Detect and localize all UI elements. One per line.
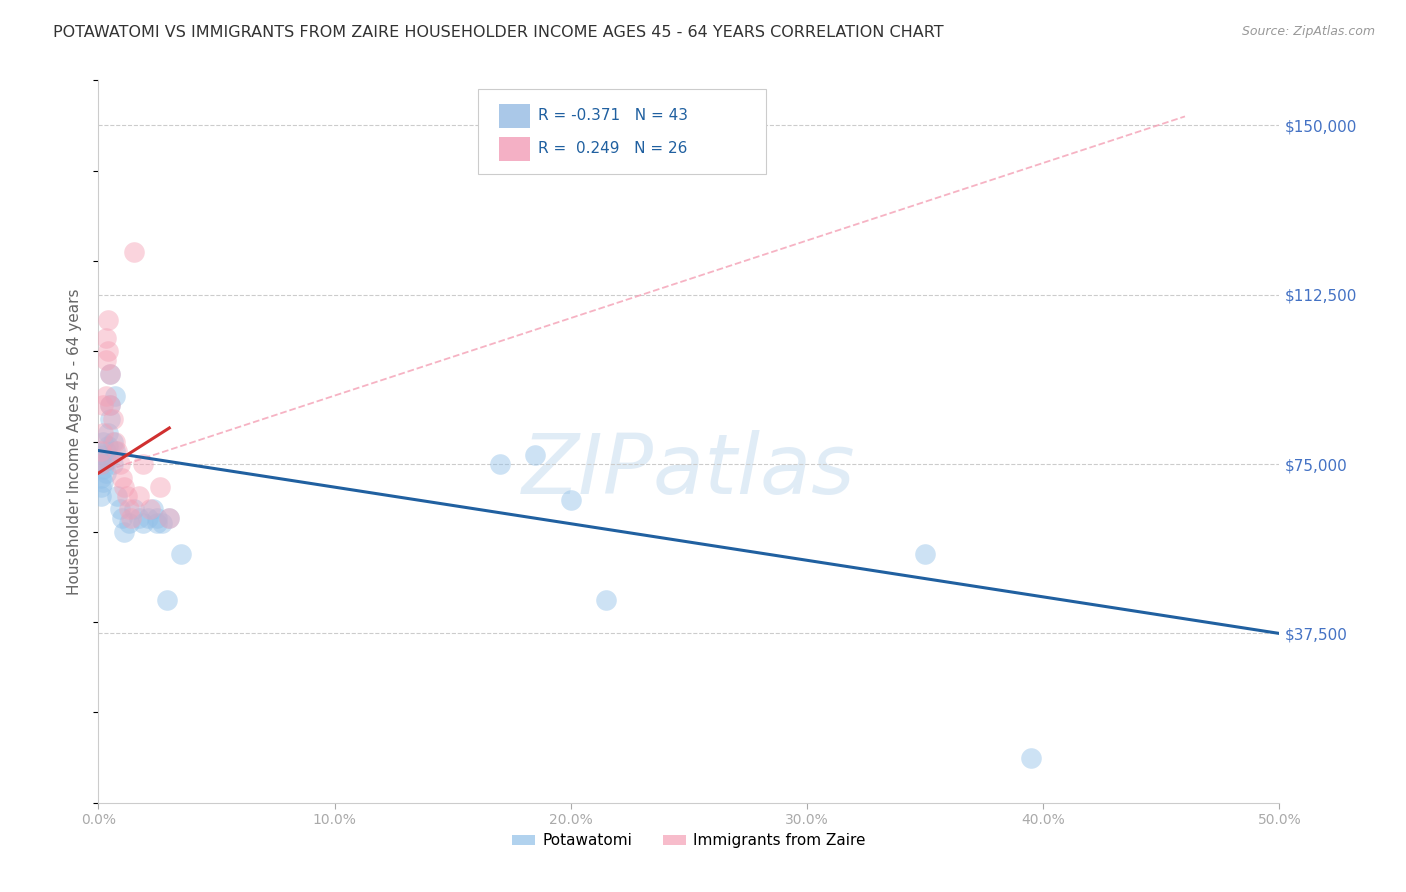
- Point: [98, 367, 121, 381]
- Point: [142, 502, 165, 516]
- Point: [101, 434, 124, 449]
- Point: [118, 516, 141, 530]
- Point: [97, 344, 120, 359]
- Point: [157, 511, 180, 525]
- Point: [91, 475, 114, 490]
- Point: [170, 548, 193, 562]
- Point: [94, 452, 117, 467]
- Point: [121, 511, 143, 525]
- Point: [115, 489, 138, 503]
- Point: [104, 389, 127, 403]
- Point: [97, 452, 120, 467]
- Point: [136, 511, 159, 525]
- Text: R =  0.249   N = 26: R = 0.249 N = 26: [538, 142, 688, 156]
- Point: [112, 524, 135, 539]
- Point: [156, 592, 179, 607]
- Point: [94, 331, 117, 345]
- Point: [157, 511, 180, 525]
- Y-axis label: Householder Income Ages 45 - 64 years: Householder Income Ages 45 - 64 years: [67, 288, 83, 595]
- Point: [146, 516, 169, 530]
- Point: [94, 443, 117, 458]
- Point: [132, 516, 155, 530]
- Point: [104, 443, 127, 458]
- Point: [108, 502, 131, 516]
- Point: [128, 511, 150, 525]
- Point: [97, 312, 120, 326]
- Point: [101, 457, 124, 471]
- Point: [111, 470, 134, 484]
- Point: [98, 398, 121, 412]
- Text: Source: ZipAtlas.com: Source: ZipAtlas.com: [1241, 25, 1375, 38]
- Text: R = -0.371   N = 43: R = -0.371 N = 43: [538, 109, 689, 123]
- Point: [94, 353, 117, 368]
- Point: [150, 516, 173, 530]
- Point: [91, 448, 114, 462]
- Point: [122, 502, 145, 516]
- Point: [104, 434, 127, 449]
- Point: [101, 412, 124, 426]
- Point: [105, 489, 128, 503]
- Point: [560, 493, 582, 508]
- Point: [98, 412, 121, 426]
- Point: [94, 466, 117, 480]
- Text: ZIPatlas: ZIPatlas: [522, 430, 856, 511]
- Point: [149, 480, 172, 494]
- Point: [98, 367, 121, 381]
- Point: [90, 457, 112, 471]
- Point: [1021, 750, 1043, 764]
- Point: [112, 480, 135, 494]
- Point: [914, 548, 936, 562]
- Point: [91, 461, 114, 475]
- Point: [90, 443, 112, 458]
- Point: [91, 425, 114, 440]
- Point: [91, 434, 114, 449]
- Point: [524, 448, 547, 462]
- Point: [90, 457, 112, 471]
- Point: [595, 592, 617, 607]
- Point: [111, 511, 134, 525]
- Point: [105, 443, 128, 458]
- Point: [118, 502, 141, 516]
- Point: [91, 398, 114, 412]
- Point: [98, 398, 121, 412]
- Point: [139, 502, 162, 516]
- Point: [97, 425, 120, 440]
- Point: [146, 511, 169, 525]
- Point: [122, 244, 145, 259]
- Point: [97, 439, 120, 453]
- Legend: Potawatomi, Immigrants from Zaire: Potawatomi, Immigrants from Zaire: [506, 827, 872, 855]
- Point: [108, 457, 131, 471]
- Point: [489, 457, 512, 471]
- Point: [90, 489, 112, 503]
- Point: [128, 489, 150, 503]
- Point: [132, 457, 155, 471]
- Point: [94, 389, 117, 403]
- Point: [90, 480, 112, 494]
- Point: [90, 470, 112, 484]
- Text: POTAWATOMI VS IMMIGRANTS FROM ZAIRE HOUSEHOLDER INCOME AGES 45 - 64 YEARS CORREL: POTAWATOMI VS IMMIGRANTS FROM ZAIRE HOUS…: [53, 25, 943, 40]
